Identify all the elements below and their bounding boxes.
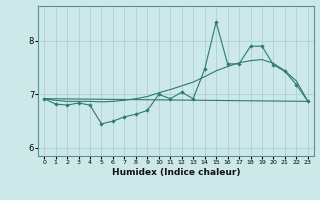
X-axis label: Humidex (Indice chaleur): Humidex (Indice chaleur)	[112, 168, 240, 177]
